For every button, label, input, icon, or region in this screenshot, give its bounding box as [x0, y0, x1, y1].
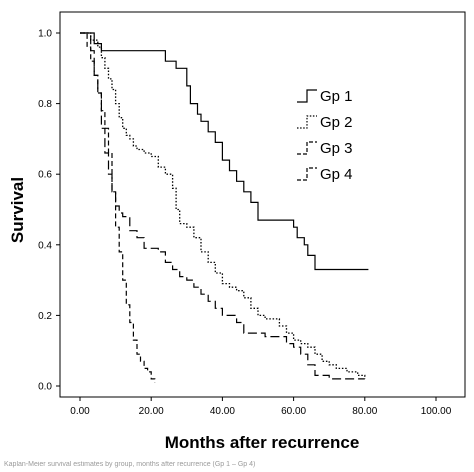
x-tick-label: 40.00: [210, 406, 235, 417]
series-line-gp-2: [80, 32, 366, 379]
legend-swatch-gp-1: [297, 89, 317, 103]
x-tick-label: 20.00: [139, 406, 164, 417]
figure-caption: Kaplan-Meier survival estimates by group…: [4, 461, 256, 468]
x-tick-label: 80.00: [352, 406, 377, 417]
legend-swatch-gp-2: [297, 115, 317, 129]
x-axis: 0.00 20.00 40.00 60.00 80.00 100.00: [70, 397, 452, 417]
y-axis: 0.0 0.2 0.4 0.6 0.8 1.0: [38, 29, 60, 393]
x-axis-title: Months after recurrence: [165, 433, 360, 452]
legend-label-gp-3: Gp 3: [320, 140, 353, 157]
x-tick-label: 100.00: [421, 406, 452, 417]
y-axis-title: Survival: [8, 177, 27, 243]
series-line-gp-3: [80, 32, 365, 380]
legend-swatch-gp-3: [297, 141, 317, 155]
y-tick-label: 0.0: [38, 382, 52, 393]
chart-background: [0, 0, 474, 458]
plot-frame: [59, 11, 466, 398]
y-tick-label: 1.0: [38, 29, 52, 40]
survival-chart: 0.00 20.00 40.00 60.00 80.00 100.00 0.0 0.2 0.4…: [0, 0, 474, 458]
legend-label-gp-4: Gp 4: [320, 166, 353, 183]
x-tick-label: 60.00: [281, 406, 306, 417]
legend-swatch-gp-4: [297, 167, 317, 181]
y-tick-label: 0.6: [38, 170, 52, 181]
series-line-gp-1: [80, 32, 369, 271]
legend-label-gp-2: Gp 2: [320, 114, 353, 131]
y-tick-label: 0.8: [38, 99, 52, 110]
legend-label-gp-1: Gp 1: [320, 88, 353, 105]
y-tick-label: 0.2: [38, 311, 52, 322]
series-layer: [80, 32, 369, 383]
x-tick-label: 0.00: [70, 406, 90, 417]
legend: Gp 1 Gp 2 Gp 3 Gp 4: [297, 88, 353, 183]
y-tick-label: 0.4: [38, 240, 52, 251]
series-line-gp-4: [80, 32, 156, 383]
